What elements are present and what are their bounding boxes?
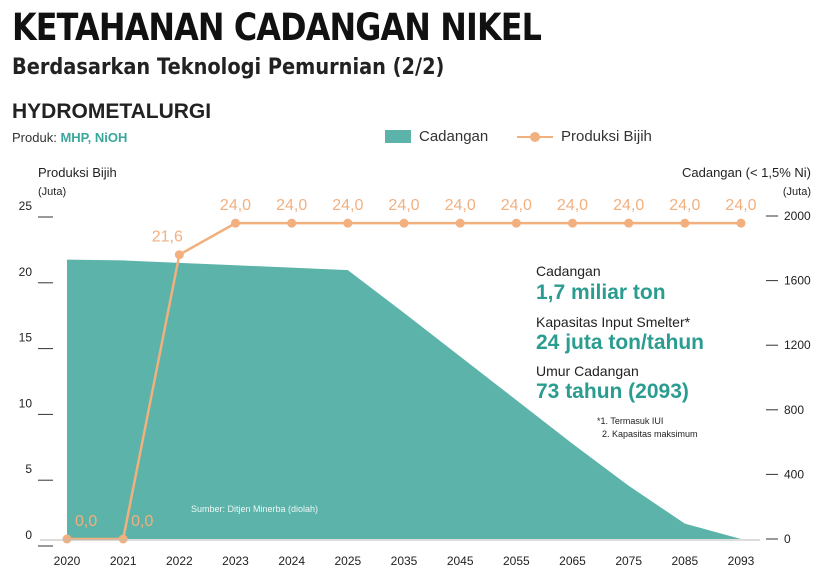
x-tick-label: 2093 xyxy=(728,554,755,568)
left-tick-label: 25 xyxy=(19,199,33,213)
annotation-cadangan-value: 1,7 miliar ton xyxy=(536,281,666,304)
data-label: 21,6 xyxy=(152,229,183,246)
data-label: 0,0 xyxy=(75,513,97,530)
x-tick-label: 2021 xyxy=(110,554,137,568)
legend-swatch-area xyxy=(385,130,411,143)
left-tick-label: 10 xyxy=(19,396,33,410)
x-tick-label: 2020 xyxy=(54,554,81,568)
produksi-point xyxy=(455,218,465,228)
annotation-cadangan-label: Cadangan xyxy=(536,263,601,279)
produk-value: MHP, NiOH xyxy=(60,130,128,145)
produk-label: Produk: xyxy=(12,130,57,145)
x-tick-label: 2024 xyxy=(278,554,305,568)
right-axis-title: Cadangan (< 1,5% Ni) xyxy=(682,165,811,180)
data-label: 24,0 xyxy=(388,197,419,214)
right-tick-label: 800 xyxy=(784,403,804,417)
data-label: 24,0 xyxy=(332,197,363,214)
produksi-point xyxy=(174,250,184,260)
right-axis-unit: (Juta) xyxy=(783,186,811,198)
x-tick-label: 2085 xyxy=(671,554,698,568)
source-text: Sumber: Ditjen Minerba (diolah) xyxy=(191,504,318,514)
right-tick-label: 2000 xyxy=(784,209,811,223)
chart-subtitle: Berdasarkan Teknologi Pemurnian (2/2) xyxy=(12,55,445,80)
data-label: 24,0 xyxy=(220,197,251,214)
data-label: 24,0 xyxy=(613,197,644,214)
legend-swatch-line xyxy=(517,130,553,144)
x-tick-label: 2055 xyxy=(503,554,530,568)
produksi-point xyxy=(568,218,577,228)
area-layer xyxy=(67,259,741,539)
annotation-kapasitas-value: 24 juta ton/tahun xyxy=(536,331,704,354)
left-tick-label: 15 xyxy=(19,331,33,345)
data-label: 24,0 xyxy=(725,197,756,214)
section-heading: HYDROMETALURGI xyxy=(12,100,212,123)
annotation-umur-label: Umur Cadangan xyxy=(536,363,639,379)
left-tick-label: 5 xyxy=(25,462,32,476)
produksi-point xyxy=(511,218,521,228)
produksi-point xyxy=(736,218,746,228)
left-axis-unit: (Juta) xyxy=(38,186,66,198)
x-tick-label: 2065 xyxy=(559,554,586,568)
chart-title: KETAHANAN CADANGAN NIKEL xyxy=(12,6,542,49)
produksi-point xyxy=(118,534,128,544)
data-label: 24,0 xyxy=(276,197,307,214)
footnote-1: *1. Termasuk IUI xyxy=(597,416,664,426)
x-tick-label: 2025 xyxy=(334,554,361,568)
line-layer: 0,0 0,0 21,6 24,0 24,0 24,0 24,0 24,0 24,0 24,0 24… xyxy=(62,197,757,544)
produksi-point xyxy=(287,218,297,228)
left-axis-title: Produksi Bijih xyxy=(38,165,117,180)
legend-item-produksi: Produksi Bijih xyxy=(517,128,652,145)
x-tick-label: 2023 xyxy=(222,554,249,568)
produksi-point xyxy=(343,218,353,228)
right-tick-label: 400 xyxy=(784,467,804,481)
left-tick-label: 20 xyxy=(19,265,33,279)
data-label: 24,0 xyxy=(501,197,532,214)
legend-item-cadangan: Cadangan xyxy=(385,128,488,145)
produksi-point xyxy=(62,534,72,544)
produk-line: Produk: MHP, NiOH xyxy=(12,130,127,145)
data-label: 24,0 xyxy=(669,197,700,214)
footnote-2: 2. Kapasitas maksimum xyxy=(602,429,698,439)
data-label: 0,0 xyxy=(131,513,153,530)
legend-label-cadangan: Cadangan xyxy=(419,128,489,145)
data-label: 24,0 xyxy=(445,197,476,214)
data-label: 24,0 xyxy=(557,197,588,214)
x-tick-label: 2045 xyxy=(447,554,474,568)
x-tick-label: 2022 xyxy=(166,554,193,568)
right-tick-label: 1600 xyxy=(784,274,811,288)
legend-label-produksi: Produksi Bijih xyxy=(561,128,652,145)
annotation-kapasitas-label: Kapasitas Input Smelter* xyxy=(536,314,691,330)
right-tick-label: 1200 xyxy=(784,338,811,352)
left-tick-label: 0 xyxy=(25,528,32,542)
x-tick-label: 2035 xyxy=(391,554,418,568)
produksi-point xyxy=(680,218,690,228)
right-tick-label: 0 xyxy=(784,532,791,546)
cadangan-area xyxy=(67,259,741,539)
annotation-umur-value: 73 tahun (2093) xyxy=(536,380,689,403)
produksi-point xyxy=(399,218,409,228)
produksi-point xyxy=(624,218,634,228)
produksi-point xyxy=(231,218,240,228)
x-tick-label: 2075 xyxy=(615,554,642,568)
